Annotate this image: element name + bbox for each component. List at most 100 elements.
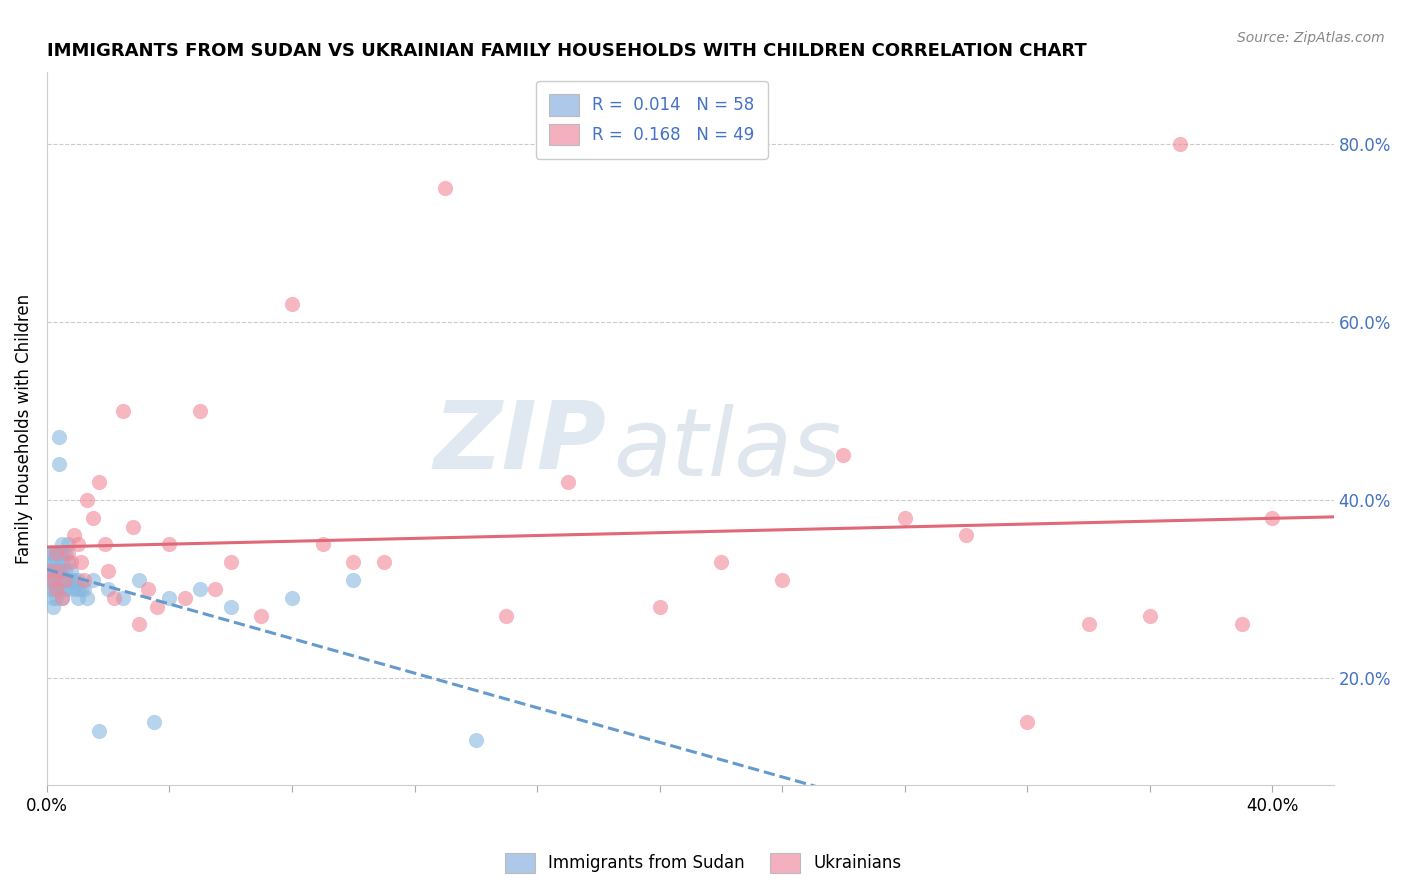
Point	[434, 181, 457, 195]
Point	[495, 608, 517, 623]
Point	[53, 546, 76, 560]
Point	[87, 724, 110, 739]
Point	[94, 537, 117, 551]
Point	[893, 510, 915, 524]
Point	[53, 573, 76, 587]
Point	[832, 448, 855, 462]
Point	[557, 475, 579, 489]
Point	[39, 564, 62, 578]
Point	[1230, 617, 1253, 632]
Point	[72, 573, 94, 587]
Point	[112, 404, 135, 418]
Point	[39, 546, 62, 560]
Point	[42, 564, 65, 578]
Point	[82, 573, 104, 587]
Text: IMMIGRANTS FROM SUDAN VS UKRAINIAN FAMILY HOUSEHOLDS WITH CHILDREN CORRELATION C: IMMIGRANTS FROM SUDAN VS UKRAINIAN FAMIL…	[46, 42, 1087, 60]
Point	[76, 492, 98, 507]
Legend: Immigrants from Sudan, Ukrainians: Immigrants from Sudan, Ukrainians	[498, 847, 908, 880]
Point	[58, 537, 80, 551]
Point	[219, 599, 242, 614]
Point	[72, 582, 94, 596]
Point	[48, 430, 70, 444]
Point	[219, 555, 242, 569]
Point	[146, 599, 169, 614]
Legend: R =  0.014   N = 58, R =  0.168   N = 49: R = 0.014 N = 58, R = 0.168 N = 49	[536, 81, 768, 159]
Point	[76, 591, 98, 605]
Point	[66, 582, 89, 596]
Point	[66, 591, 89, 605]
Point	[45, 546, 67, 560]
Point	[53, 582, 76, 596]
Point	[82, 510, 104, 524]
Point	[42, 546, 65, 560]
Point	[204, 582, 226, 596]
Point	[51, 591, 73, 605]
Point	[45, 555, 67, 569]
Point	[342, 573, 364, 587]
Point	[97, 582, 120, 596]
Point	[1017, 715, 1039, 730]
Point	[51, 537, 73, 551]
Point	[58, 555, 80, 569]
Point	[45, 546, 67, 560]
Point	[60, 573, 83, 587]
Point	[1077, 617, 1099, 632]
Point	[45, 582, 67, 596]
Point	[48, 564, 70, 578]
Point	[42, 591, 65, 605]
Point	[173, 591, 195, 605]
Point	[69, 555, 91, 569]
Point	[66, 537, 89, 551]
Point	[58, 582, 80, 596]
Point	[128, 573, 150, 587]
Point	[136, 582, 159, 596]
Point	[42, 573, 65, 587]
Point	[58, 573, 80, 587]
Point	[51, 546, 73, 560]
Point	[128, 617, 150, 632]
Point	[250, 608, 273, 623]
Point	[188, 404, 211, 418]
Y-axis label: Family Households with Children: Family Households with Children	[15, 293, 32, 564]
Point	[464, 733, 486, 747]
Point	[1139, 608, 1161, 623]
Point	[143, 715, 166, 730]
Point	[58, 546, 80, 560]
Point	[48, 457, 70, 471]
Point	[710, 555, 733, 569]
Point	[1261, 510, 1284, 524]
Point	[188, 582, 211, 596]
Point	[103, 591, 125, 605]
Point	[63, 582, 86, 596]
Point	[373, 555, 395, 569]
Point	[159, 537, 181, 551]
Text: Source: ZipAtlas.com: Source: ZipAtlas.com	[1237, 31, 1385, 45]
Point	[48, 546, 70, 560]
Text: ZIP: ZIP	[433, 397, 606, 489]
Point	[770, 573, 793, 587]
Point	[45, 591, 67, 605]
Point	[281, 297, 304, 311]
Point	[39, 573, 62, 587]
Point	[45, 582, 67, 596]
Point	[51, 573, 73, 587]
Point	[60, 555, 83, 569]
Point	[87, 475, 110, 489]
Point	[48, 582, 70, 596]
Point	[63, 573, 86, 587]
Point	[42, 555, 65, 569]
Point	[281, 591, 304, 605]
Point	[53, 564, 76, 578]
Point	[112, 591, 135, 605]
Point	[159, 591, 181, 605]
Point	[39, 564, 62, 578]
Point	[342, 555, 364, 569]
Point	[1170, 136, 1192, 151]
Point	[69, 582, 91, 596]
Point	[42, 573, 65, 587]
Point	[45, 573, 67, 587]
Text: atlas: atlas	[613, 404, 841, 495]
Point	[121, 519, 143, 533]
Point	[42, 582, 65, 596]
Point	[39, 582, 62, 596]
